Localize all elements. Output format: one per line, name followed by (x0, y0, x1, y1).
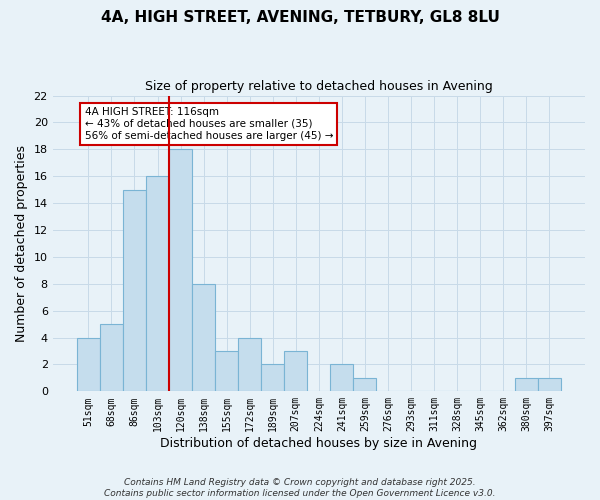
Bar (146, 176, 169, 392)
Bar (192, 284, 215, 392)
Bar (331, 364, 353, 392)
Bar (169, 150, 192, 392)
Text: Contains HM Land Registry data © Crown copyright and database right 2025.
Contai: Contains HM Land Registry data © Crown c… (104, 478, 496, 498)
Text: 4A HIGH STREET: 116sqm
← 43% of detached houses are smaller (35)
56% of semi-det: 4A HIGH STREET: 116sqm ← 43% of detached… (85, 108, 333, 140)
Bar (515, 378, 538, 392)
Bar (353, 378, 376, 392)
Bar (238, 338, 261, 392)
Bar (261, 364, 284, 392)
X-axis label: Distribution of detached houses by size in Avening: Distribution of detached houses by size … (160, 437, 478, 450)
Y-axis label: Number of detached properties: Number of detached properties (15, 145, 28, 342)
Bar (538, 378, 561, 392)
Bar (77, 338, 100, 392)
Bar (284, 351, 307, 392)
Bar (215, 351, 238, 392)
Bar (123, 190, 146, 392)
Text: 4A, HIGH STREET, AVENING, TETBURY, GL8 8LU: 4A, HIGH STREET, AVENING, TETBURY, GL8 8… (101, 10, 499, 25)
Title: Size of property relative to detached houses in Avening: Size of property relative to detached ho… (145, 80, 493, 93)
Bar (100, 324, 123, 392)
